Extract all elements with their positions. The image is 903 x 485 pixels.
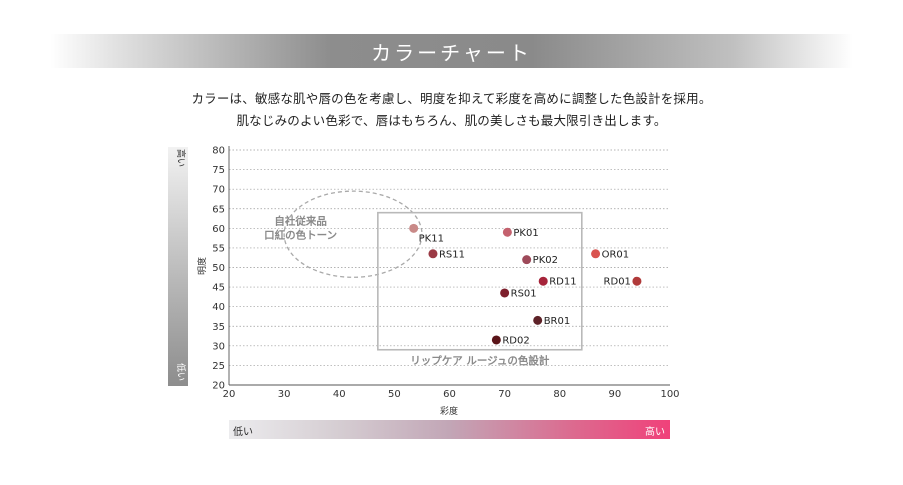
- data-points: PK11 RS11 PK01 PK02 OR01 RD11 RD01 RS01 BR01 RD02: [409, 223, 642, 346]
- axes: [228, 146, 670, 386]
- point-rs01: [500, 288, 510, 298]
- lipcare-color-rect: [377, 211, 583, 351]
- y-tick-label-40: 40: [212, 302, 225, 313]
- y-tick-label-80: 80: [212, 146, 225, 157]
- y-axis-label: 明度: [196, 257, 208, 275]
- point-rd01: [632, 276, 642, 286]
- ellipse-label-line-1: 自社従来品: [274, 214, 327, 227]
- point-label-pk01: PK01: [513, 228, 538, 239]
- chroma-gradient-bar: 低い 高い: [229, 420, 670, 439]
- tick-labels: 20 25 30 35 40 45 50 55 60 65 70 75 80 20 30 40 50 60 70 80…: [212, 146, 679, 401]
- x-tick-label-60: 60: [443, 389, 456, 400]
- x-axis-label: 彩度: [440, 405, 458, 417]
- y-tick-label-65: 65: [212, 204, 225, 215]
- x-tick-label-100: 100: [660, 389, 679, 400]
- y-tick-label-60: 60: [212, 224, 225, 235]
- chroma-high-label: 高い: [645, 427, 665, 438]
- point-label-pk11: PK11: [419, 233, 444, 244]
- y-tick-label-25: 25: [212, 361, 225, 372]
- intro-line-2: 肌なじみのよい色彩で、唇はもちろん、肌の美しさも最大限引き出します。: [236, 113, 667, 128]
- point-label-rd02: RD02: [502, 335, 529, 346]
- x-tick-label-40: 40: [333, 389, 346, 400]
- lightness-gradient-bar: [168, 147, 188, 386]
- x-tick-label-80: 80: [553, 389, 566, 400]
- point-label-rs01: RS01: [511, 288, 537, 299]
- point-rd02: [491, 335, 501, 345]
- point-pk11: [409, 223, 419, 233]
- lightness-high-label: 高い: [175, 149, 187, 167]
- y-tick-label-30: 30: [212, 341, 225, 352]
- point-label-rd01: RD01: [604, 277, 631, 288]
- x-tick-label-30: 30: [278, 389, 291, 400]
- conventional-tone-ellipse: [283, 190, 423, 278]
- lightness-low-label: 低い: [175, 363, 187, 381]
- y-tick-label-35: 35: [212, 322, 225, 333]
- y-tick-label-70: 70: [212, 185, 225, 196]
- ellipse-label-line-2: 口紅の色トーン: [264, 228, 337, 241]
- point-label-or01: OR01: [602, 249, 630, 260]
- x-tick-label-90: 90: [609, 389, 622, 400]
- rect-label: リップケア ルージュの色設計: [410, 354, 550, 367]
- point-label-rs11: RS11: [439, 249, 465, 260]
- point-or01: [591, 249, 601, 259]
- point-br01: [533, 315, 543, 325]
- x-tick-label-20: 20: [223, 389, 236, 400]
- chroma-low-label: 低い: [233, 427, 253, 438]
- y-tick-label-50: 50: [212, 263, 225, 274]
- y-tick-label-20: 20: [212, 381, 225, 392]
- point-rd11: [538, 276, 548, 286]
- point-pk01: [502, 227, 512, 237]
- point-label-pk02: PK02: [533, 255, 558, 266]
- y-tick-label-75: 75: [212, 165, 225, 176]
- banner-title: カラーチャート: [371, 41, 532, 65]
- y-tick-label-55: 55: [212, 243, 225, 254]
- y-tick-label-45: 45: [212, 283, 225, 294]
- point-pk02: [522, 255, 532, 265]
- grid-lines: [229, 149, 670, 366]
- intro-line-1: カラーは、敏感な肌や唇の色を考慮し、明度を抑えて彩度を高めに調整した色設計を採用…: [191, 91, 712, 106]
- title-banner: カラーチャート: [50, 34, 853, 68]
- point-label-rd11: RD11: [549, 277, 576, 288]
- x-tick-label-70: 70: [498, 389, 511, 400]
- point-rs11: [428, 249, 438, 259]
- x-tick-label-50: 50: [388, 389, 401, 400]
- point-label-br01: BR01: [544, 316, 571, 327]
